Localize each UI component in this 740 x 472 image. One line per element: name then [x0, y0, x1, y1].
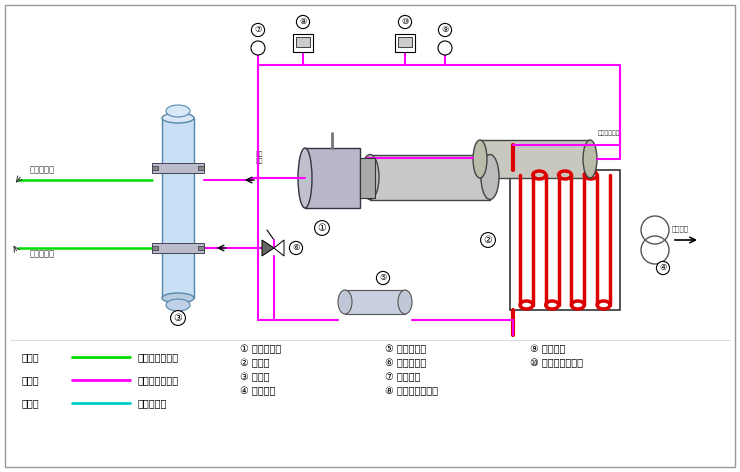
- Text: 风冷流向: 风冷流向: [671, 225, 688, 232]
- Text: ⑩: ⑩: [401, 17, 408, 26]
- Bar: [152, 166, 158, 170]
- Ellipse shape: [481, 154, 499, 200]
- Circle shape: [438, 41, 452, 55]
- Bar: [152, 246, 158, 250]
- Text: ① 螺杆压缩机: ① 螺杆压缩机: [240, 344, 281, 354]
- Text: ⑩ 高压压力控制器: ⑩ 高压压力控制器: [530, 358, 583, 368]
- Text: ②: ②: [484, 235, 492, 245]
- Bar: [510, 170, 620, 310]
- Text: ①: ①: [317, 223, 326, 233]
- Bar: [480, 140, 590, 178]
- Text: ③: ③: [174, 313, 182, 323]
- Text: ⑤ 干燥过滤器: ⑤ 干燥过滤器: [385, 344, 426, 354]
- Ellipse shape: [583, 140, 597, 178]
- Text: ② 冷凝器: ② 冷凝器: [240, 358, 269, 368]
- Bar: [296, 37, 310, 47]
- Text: 水循环回路: 水循环回路: [138, 398, 167, 408]
- Polygon shape: [274, 240, 284, 256]
- Ellipse shape: [298, 148, 312, 208]
- Text: 绿色线: 绿色线: [22, 352, 40, 362]
- Bar: [360, 158, 375, 198]
- Text: ⑧: ⑧: [299, 17, 307, 26]
- Bar: [198, 246, 204, 250]
- Bar: [398, 37, 412, 47]
- Text: ⑥ 供液膨胀阀: ⑥ 供液膨胀阀: [385, 358, 426, 368]
- Bar: [395, 34, 415, 52]
- Bar: [162, 118, 194, 298]
- Ellipse shape: [473, 140, 487, 178]
- Text: ④: ④: [659, 263, 667, 272]
- Text: ⑧ 低压压力控制器: ⑧ 低压压力控制器: [385, 386, 438, 396]
- Bar: [345, 290, 405, 314]
- Ellipse shape: [361, 154, 379, 200]
- Circle shape: [251, 41, 265, 55]
- Text: ⑨ 高压力表: ⑨ 高压力表: [530, 344, 565, 354]
- Text: 载冷剂流入: 载冷剂流入: [30, 249, 55, 258]
- Bar: [305, 148, 360, 208]
- Text: 高压
排气: 高压 排气: [256, 152, 263, 164]
- Bar: [370, 155, 490, 200]
- Text: 蓝色线: 蓝色线: [22, 398, 40, 408]
- Polygon shape: [262, 240, 274, 256]
- Ellipse shape: [398, 290, 412, 314]
- Text: 载冷剂循环回路: 载冷剂循环回路: [138, 352, 179, 362]
- Text: 制冷剂循环回路: 制冷剂循环回路: [138, 375, 179, 385]
- Text: ③ 蒸发器: ③ 蒸发器: [240, 372, 269, 382]
- Ellipse shape: [162, 293, 194, 303]
- Bar: [152, 243, 204, 253]
- Ellipse shape: [162, 113, 194, 123]
- Bar: [152, 163, 204, 173]
- Text: 载冷剂出口: 载冷剂出口: [30, 165, 55, 174]
- Text: ⑦ 低压力表: ⑦ 低压力表: [385, 372, 420, 382]
- Text: ⑦: ⑦: [255, 25, 262, 34]
- Text: ⑨: ⑨: [441, 25, 448, 34]
- Ellipse shape: [166, 105, 190, 117]
- Text: 高压贮气通阀: 高压贮气通阀: [598, 130, 621, 136]
- Bar: [293, 34, 313, 52]
- Text: 红色线: 红色线: [22, 375, 40, 385]
- Ellipse shape: [338, 290, 352, 314]
- Ellipse shape: [166, 299, 190, 311]
- Text: ⑤: ⑤: [380, 273, 387, 283]
- Text: ⑥: ⑥: [292, 244, 300, 253]
- Bar: [198, 166, 204, 170]
- Text: ④ 冷却风扇: ④ 冷却风扇: [240, 386, 275, 396]
